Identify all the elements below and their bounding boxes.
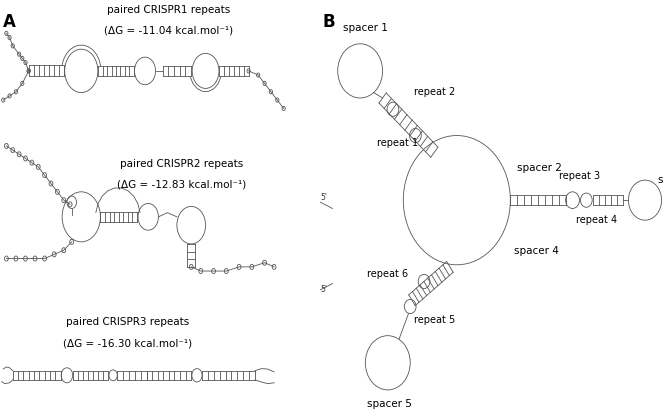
Text: repeat 2: repeat 2 <box>414 87 455 97</box>
Text: spacer 4: spacer 4 <box>514 246 558 256</box>
Text: repeat 3: repeat 3 <box>558 171 600 181</box>
Text: (ΔG = -11.04 kcal.mol⁻¹): (ΔG = -11.04 kcal.mol⁻¹) <box>104 25 234 35</box>
Text: repeat 1: repeat 1 <box>377 138 418 148</box>
Text: paired CRISPR1 repeats: paired CRISPR1 repeats <box>108 5 230 15</box>
Text: paired CRISPR3 repeats: paired CRISPR3 repeats <box>66 317 189 327</box>
Text: paired CRISPR2 repeats: paired CRISPR2 repeats <box>120 159 243 169</box>
Text: B: B <box>322 13 335 30</box>
Text: repeat 6: repeat 6 <box>367 269 408 279</box>
Text: repeat 4: repeat 4 <box>576 215 617 225</box>
Text: (ΔG = -12.83 kcal.mol⁻¹): (ΔG = -12.83 kcal.mol⁻¹) <box>117 180 246 190</box>
Text: spacer 3: spacer 3 <box>658 176 664 186</box>
Text: spacer 2: spacer 2 <box>517 163 562 173</box>
Text: 5': 5' <box>321 285 327 294</box>
Text: spacer 1: spacer 1 <box>343 23 388 33</box>
Text: (ΔG = -16.30 kcal.mol⁻¹): (ΔG = -16.30 kcal.mol⁻¹) <box>63 338 192 348</box>
Text: spacer 5: spacer 5 <box>367 399 412 409</box>
Text: 5': 5' <box>321 193 327 202</box>
Text: A: A <box>3 13 16 30</box>
Text: repeat 5: repeat 5 <box>414 315 455 325</box>
